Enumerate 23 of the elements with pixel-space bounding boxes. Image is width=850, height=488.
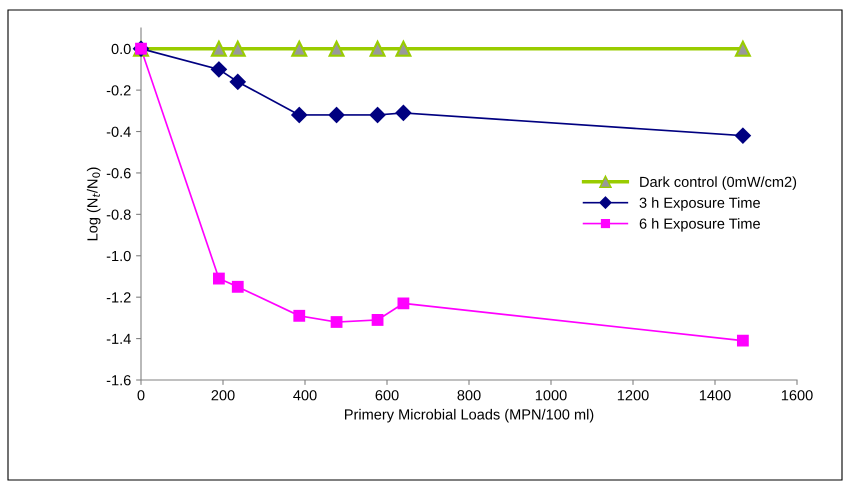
legend-label: 3 h Exposure Time [640,197,760,211]
x-tick-label: 400 [293,390,317,400]
x-tick-label: 200 [212,390,235,400]
x-tick-label: 1000 [536,390,567,400]
x-tick-label: 1600 [782,390,813,400]
legend-label: 6 h Exposure Time [640,218,760,232]
x-tick-label: 800 [457,390,481,400]
y-axis-title: Log (N$_{t}$/N$_{0}$) [86,168,100,240]
y-tick-label: -0.8 [106,209,131,220]
y-tick-label: 0.0 [112,44,131,54]
y-tick-label: -0.2 [106,85,131,96]
y-tick-label: -1.4 [106,334,131,344]
legend-label: Dark control (0mW/cm2) [640,176,796,190]
y-tick-label: -0.4 [106,126,131,137]
y-tick-label: -1.0 [106,250,131,262]
x-tick-label: 600 [376,390,399,400]
y-tick-label: -1.6 [106,375,131,386]
x-tick-label: 1400 [700,390,731,400]
x-axis-title: Primery Microbial Loads (MPN/100 ml) [345,408,594,422]
x-tick-label: 1200 [618,390,649,400]
y-tick-label: -0.6 [106,168,131,178]
x-tick-label: 0 [138,390,144,400]
y-tick-label: -1.2 [106,292,131,302]
